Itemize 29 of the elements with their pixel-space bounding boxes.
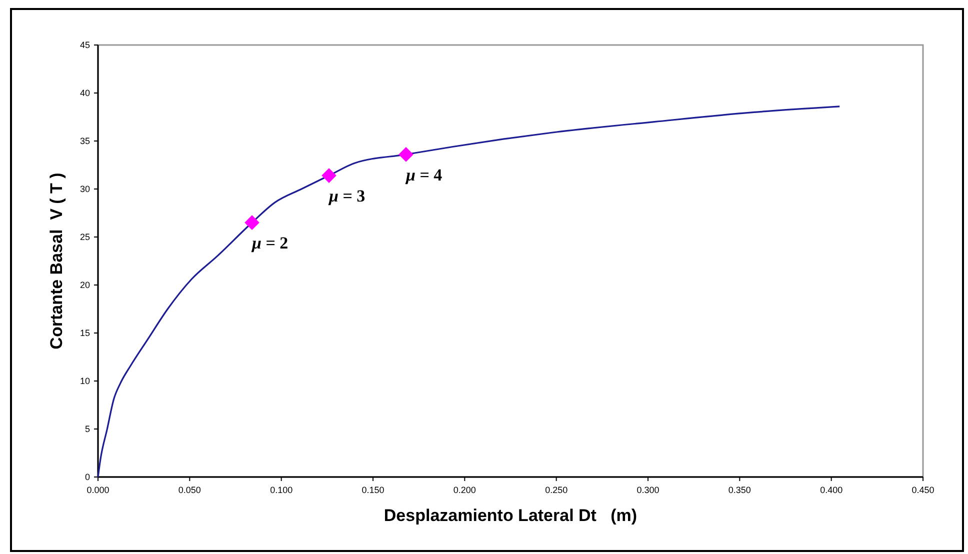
point — [322, 168, 336, 183]
y-tick-label: 40 — [80, 88, 90, 98]
x-tick-label: 0.100 — [270, 485, 293, 495]
x-tick-label: 0.450 — [912, 485, 934, 495]
x-tick-label: 0.000 — [86, 485, 110, 495]
y-tick-label: 35 — [80, 136, 90, 146]
y-tick-label: 15 — [80, 328, 90, 338]
x-axis-title: Desplazamiento Lateral Dt (m) — [384, 506, 638, 525]
annotation: μ = 3 — [328, 186, 366, 206]
x-tick-label: 0.400 — [820, 485, 843, 495]
x-tick-label: 0.150 — [362, 485, 384, 495]
x-tick-label: 0.200 — [453, 485, 476, 495]
y-tick-label: 10 — [80, 376, 90, 386]
y-axis-title: Cortante Basal V ( T ) — [47, 172, 66, 350]
y-tick-label: 30 — [80, 184, 90, 194]
line-series — [97, 106, 840, 478]
point — [244, 215, 260, 230]
y-tick-label: 0 — [84, 472, 90, 482]
point — [398, 147, 414, 162]
y-tick-label: 45 — [80, 40, 90, 50]
annotation: μ = 4 — [405, 165, 443, 184]
y-tick-label: 20 — [80, 280, 90, 290]
y-tick-label: 25 — [80, 232, 90, 242]
y-tick-label: 5 — [84, 424, 90, 434]
x-tick-label: 0.050 — [178, 485, 201, 495]
x-tick-label: 0.300 — [636, 485, 660, 495]
x-tick-label: 0.250 — [545, 485, 568, 495]
x-tick-label: 0.350 — [728, 485, 751, 495]
annotation: μ = 2 — [251, 234, 288, 253]
